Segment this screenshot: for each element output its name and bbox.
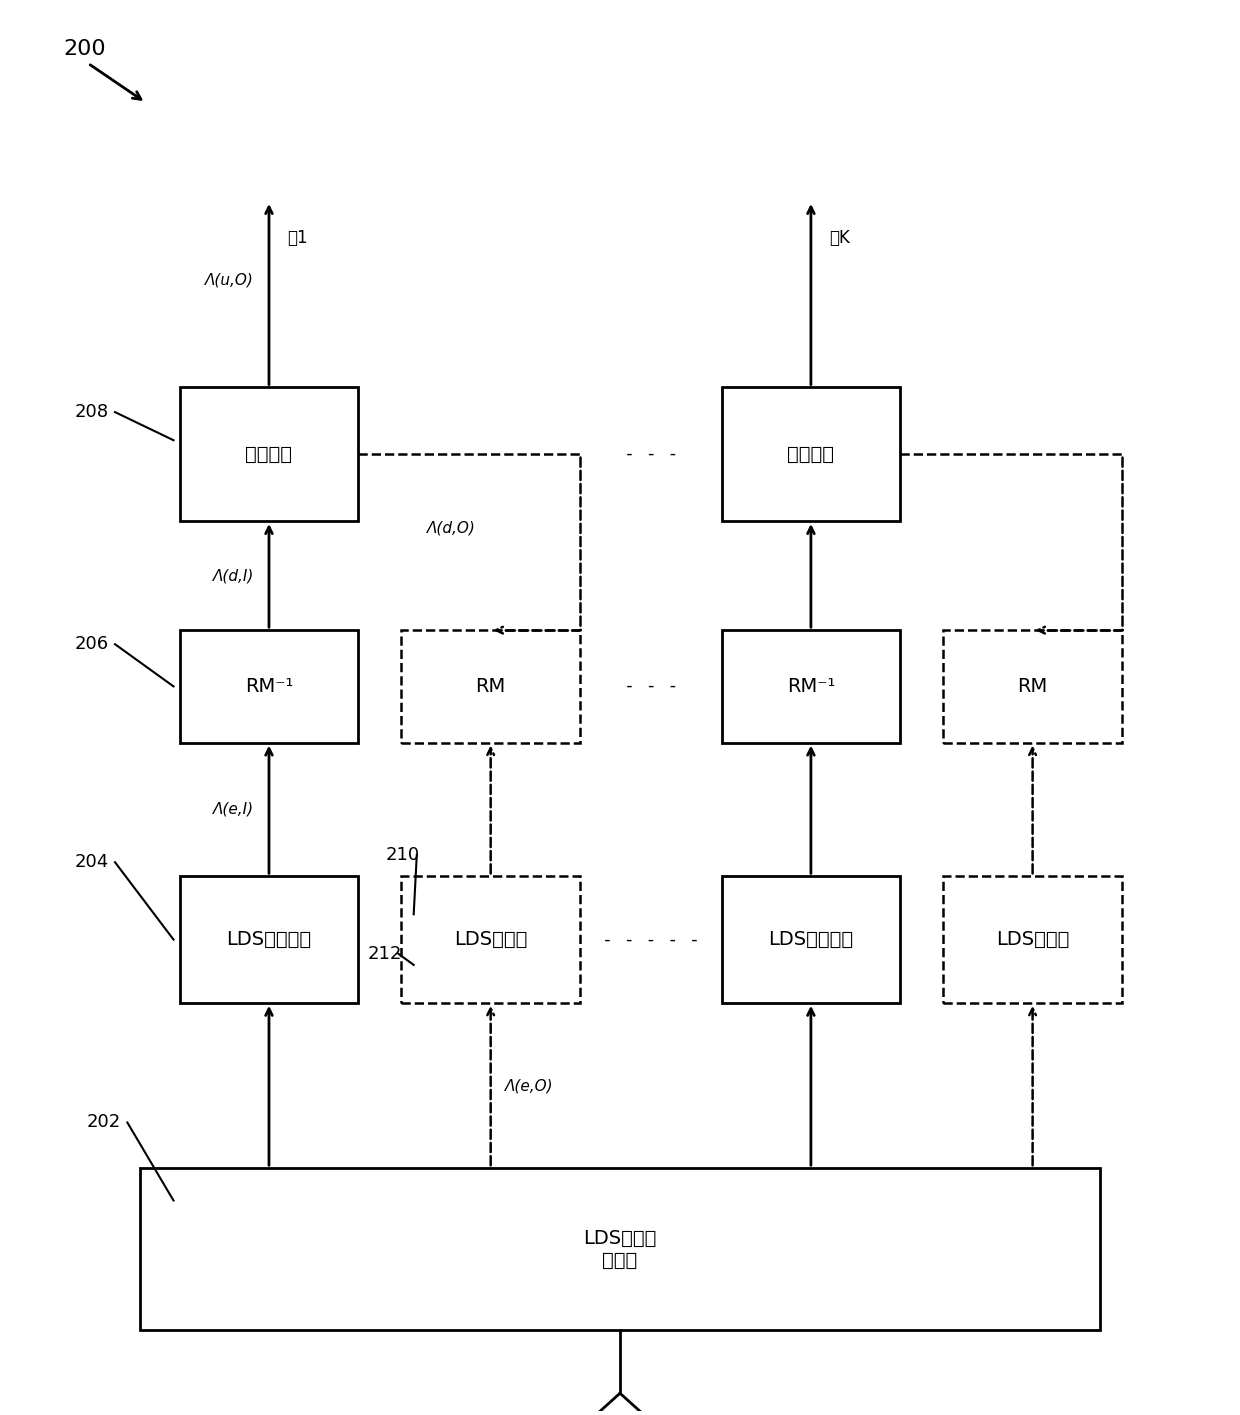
Bar [944, 876, 1122, 1003]
Text: Λ(u,O): Λ(u,O) [206, 273, 254, 287]
Bar [402, 876, 580, 1003]
Bar [722, 630, 900, 743]
Text: 流K: 流K [830, 229, 851, 248]
Text: Λ(e,O): Λ(e,O) [506, 1078, 554, 1092]
Text: 200: 200 [63, 40, 105, 59]
Bar [402, 630, 580, 743]
Text: 202: 202 [87, 1114, 122, 1132]
Text: 软解码器: 软解码器 [246, 444, 293, 464]
Bar [180, 876, 358, 1003]
Bar [180, 630, 358, 743]
Text: LDS交织器: LDS交织器 [454, 930, 527, 949]
Text: RM: RM [476, 676, 506, 696]
Bar [722, 876, 900, 1003]
Text: 206: 206 [74, 635, 109, 654]
Bar [140, 1169, 1100, 1330]
Bar [180, 388, 358, 521]
Text: 210: 210 [386, 846, 420, 865]
Text: 212: 212 [367, 945, 402, 962]
Text: 204: 204 [74, 853, 109, 872]
Text: LDS交织器: LDS交织器 [996, 930, 1069, 949]
Text: 软解码器: 软解码器 [787, 444, 835, 464]
Text: Λ(d,I): Λ(d,I) [213, 569, 254, 583]
Text: RM: RM [1018, 676, 1048, 696]
Text: LDS解交织器: LDS解交织器 [769, 930, 853, 949]
Text: LDS解交织器: LDS解交织器 [227, 930, 311, 949]
Text: 流1: 流1 [288, 229, 308, 248]
Text: LDS非迭代
检测器: LDS非迭代 检测器 [583, 1228, 657, 1269]
Text: Λ(e,I): Λ(e,I) [213, 802, 254, 816]
Text: - - -: - - - [624, 446, 678, 463]
Text: RM⁻¹: RM⁻¹ [786, 676, 835, 696]
Text: 208: 208 [74, 403, 109, 422]
Bar [944, 630, 1122, 743]
Text: - - - - -: - - - - - [601, 931, 699, 948]
Text: - - -: - - - [624, 678, 678, 695]
Text: RM⁻¹: RM⁻¹ [244, 676, 293, 696]
Bar [722, 388, 900, 521]
Text: Λ(d,O): Λ(d,O) [427, 521, 476, 536]
